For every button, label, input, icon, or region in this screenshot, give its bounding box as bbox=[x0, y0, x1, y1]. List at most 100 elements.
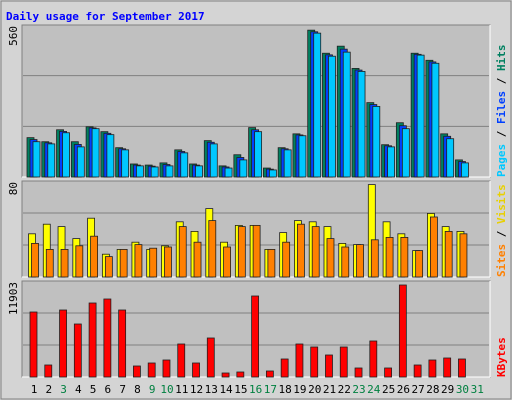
bar bbox=[32, 141, 41, 178]
legend: KBytes bbox=[495, 337, 508, 377]
bar bbox=[400, 236, 409, 278]
x-tick-label: 27 bbox=[412, 383, 425, 396]
y-tick-label: 80 bbox=[7, 182, 20, 195]
bar bbox=[370, 239, 379, 278]
x-tick-label: 4 bbox=[75, 383, 82, 396]
bar bbox=[192, 362, 200, 378]
bar bbox=[206, 337, 215, 378]
bar bbox=[177, 343, 186, 378]
bar bbox=[325, 354, 333, 378]
bar bbox=[387, 146, 395, 178]
bar bbox=[311, 226, 320, 278]
bar bbox=[193, 241, 202, 278]
bar bbox=[47, 143, 56, 178]
bar bbox=[328, 55, 336, 178]
bar bbox=[458, 358, 466, 378]
x-tick-label: 6 bbox=[105, 383, 112, 396]
bar bbox=[59, 309, 67, 378]
bar bbox=[121, 149, 130, 178]
x-tick-label: 17 bbox=[264, 383, 277, 396]
bar bbox=[310, 346, 319, 378]
bar bbox=[165, 165, 174, 178]
x-tick-label: 20 bbox=[308, 383, 321, 396]
bar bbox=[252, 224, 261, 278]
x-tick-label: 9 bbox=[149, 383, 156, 396]
bar bbox=[133, 365, 141, 378]
legend: Pages / Files / Hits bbox=[495, 45, 508, 178]
bar bbox=[76, 146, 85, 178]
bar bbox=[164, 246, 172, 278]
bar bbox=[356, 244, 364, 278]
x-tick-label: 11 bbox=[175, 383, 188, 396]
bar bbox=[282, 241, 291, 278]
x-tick-label: 25 bbox=[382, 383, 395, 396]
bar bbox=[443, 357, 452, 378]
bar bbox=[341, 246, 350, 278]
x-tick-label: 18 bbox=[279, 383, 292, 396]
x-tick-label: 14 bbox=[219, 383, 233, 396]
chart-title: Daily usage for September 2017 bbox=[6, 10, 205, 23]
bar bbox=[431, 62, 440, 178]
bar bbox=[283, 149, 292, 178]
x-tick-label: 30 bbox=[456, 383, 469, 396]
bar bbox=[118, 309, 127, 378]
x-tick-label: 5 bbox=[90, 383, 97, 396]
bar bbox=[354, 367, 363, 378]
x-tick-label: 24 bbox=[367, 383, 381, 396]
bar bbox=[265, 370, 274, 378]
bar bbox=[357, 71, 366, 178]
bar bbox=[428, 359, 437, 378]
bar bbox=[326, 238, 335, 278]
bar bbox=[44, 364, 53, 378]
x-tick-label: 7 bbox=[119, 383, 126, 396]
x-tick-label: 29 bbox=[441, 383, 454, 396]
bar bbox=[119, 248, 128, 278]
x-tick-label: 21 bbox=[323, 383, 336, 396]
bar bbox=[208, 220, 217, 278]
bar bbox=[251, 295, 260, 378]
bar bbox=[134, 244, 143, 278]
legend-entry: Files bbox=[495, 91, 508, 124]
x-tick-label: 1 bbox=[31, 383, 38, 396]
x-tick-label: 10 bbox=[160, 383, 173, 396]
legend-separator: / bbox=[495, 71, 508, 91]
bar bbox=[254, 131, 263, 178]
legend-entry: Pages bbox=[495, 144, 508, 177]
legend: Sites / Visits bbox=[495, 184, 508, 277]
bar bbox=[75, 245, 84, 278]
bar bbox=[416, 54, 425, 178]
bar bbox=[295, 343, 304, 378]
bar bbox=[280, 358, 289, 378]
bar bbox=[88, 302, 97, 378]
x-tick-label: 15 bbox=[234, 383, 247, 396]
x-tick-label: 23 bbox=[352, 383, 365, 396]
bar bbox=[297, 223, 305, 278]
bar bbox=[147, 362, 156, 378]
bar bbox=[413, 364, 422, 378]
x-tick-label: 13 bbox=[205, 383, 218, 396]
bar bbox=[459, 233, 468, 278]
bar bbox=[103, 298, 112, 378]
bar bbox=[31, 242, 39, 278]
bar bbox=[180, 152, 189, 178]
bar bbox=[150, 166, 159, 178]
bar bbox=[236, 371, 245, 378]
legend-entry: Hits bbox=[495, 45, 508, 72]
bar bbox=[149, 247, 158, 278]
bar bbox=[461, 162, 469, 178]
legend-entry: KBytes bbox=[495, 337, 508, 377]
bar bbox=[45, 248, 54, 278]
bar bbox=[223, 246, 231, 278]
legend-entry: Sites bbox=[495, 244, 508, 277]
legend-separator: / bbox=[495, 224, 508, 244]
legend-entry: Visits bbox=[495, 184, 508, 224]
y-tick-label: 560 bbox=[7, 26, 20, 46]
bar bbox=[384, 367, 392, 378]
x-tick-label: 3 bbox=[60, 383, 67, 396]
bar bbox=[90, 235, 98, 278]
bar bbox=[178, 226, 187, 278]
bar bbox=[62, 132, 70, 178]
